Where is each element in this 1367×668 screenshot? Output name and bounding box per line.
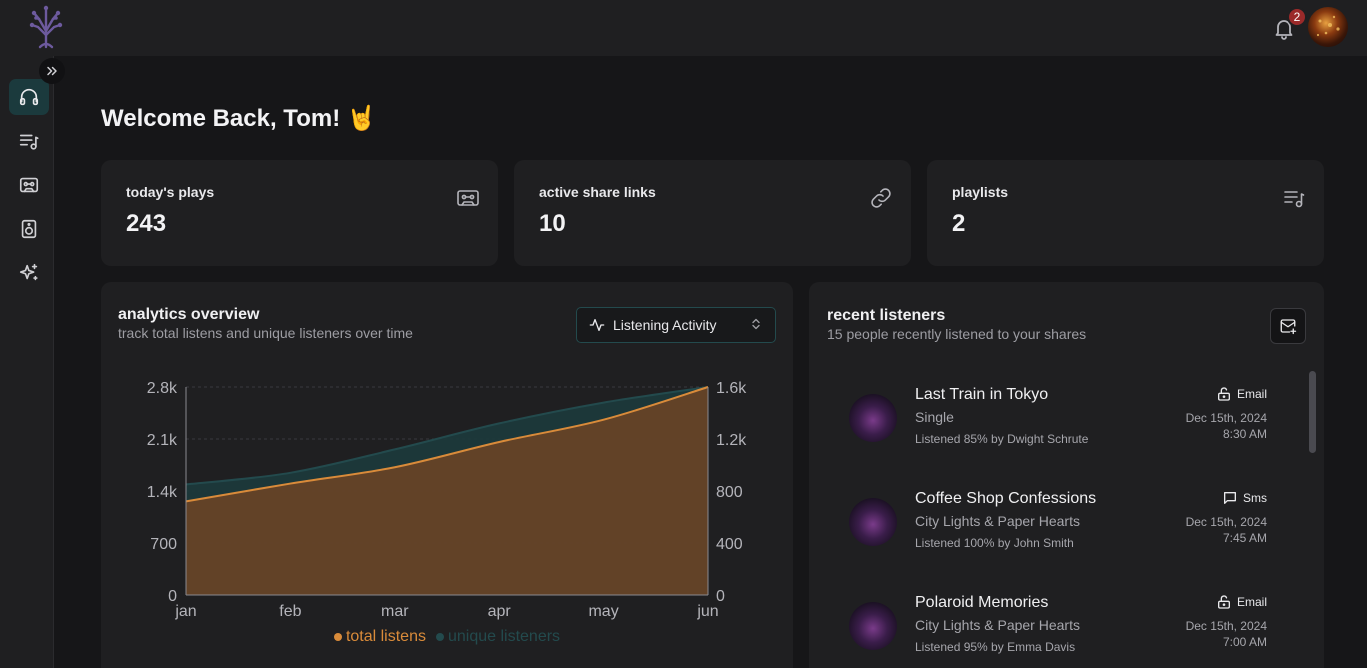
share-channel: Email (1216, 594, 1267, 610)
sidebar-item-listen[interactable] (9, 79, 49, 115)
share-channel: Sms (1222, 490, 1267, 506)
sidebar-item-sparkles[interactable] (9, 255, 49, 291)
mail-plus-icon (1280, 319, 1297, 335)
chevrons-right-icon (47, 66, 57, 76)
page-title: Welcome Back, Tom! 🤘 (101, 105, 377, 132)
stat-card-share-links: active share links 10 (514, 160, 911, 266)
chart-legend: total listens unique listeners (101, 628, 793, 646)
stat-card-plays: today's plays 243 (101, 160, 498, 266)
album-art (849, 602, 897, 650)
stat-value: 243 (126, 210, 167, 237)
track-title: Polaroid Memories (915, 594, 1049, 611)
activity-icon (589, 319, 605, 331)
cassette-icon (456, 186, 480, 210)
x-tick-label: jun (696, 603, 718, 620)
stat-label: playlists (952, 184, 1009, 200)
y-tick-label-left: 0 (168, 588, 177, 605)
y-tick-label-left: 700 (150, 536, 177, 553)
listeners-scrollbar[interactable] (1306, 368, 1320, 668)
stat-card-playlists: playlists 2 (927, 160, 1324, 266)
share-channel: Email (1216, 386, 1267, 402)
playlist-icon (1282, 186, 1306, 210)
total-listens-line (185, 386, 709, 503)
playlist-icon (19, 134, 39, 150)
album-art (849, 498, 897, 546)
unique-listeners-line (185, 386, 709, 486)
stat-label: active share links (539, 184, 656, 200)
recent-listeners-panel: recent listeners 15 people recently list… (809, 282, 1324, 668)
y-tick-label-right: 1.2k (716, 432, 747, 449)
top-bar (0, 0, 1367, 56)
listener-row[interactable]: Coffee Shop Confessions City Lights & Pa… (831, 490, 1291, 590)
stat-label: today's plays (126, 184, 215, 200)
track-subtitle: Single (915, 409, 954, 425)
x-tick-label: jan (174, 603, 196, 620)
sidebar-item-playlists[interactable] (9, 123, 49, 159)
y-tick-label-left: 1.4k (147, 484, 178, 501)
panel-subtitle: 15 people recently listened to your shar… (827, 326, 1087, 342)
sidebar (0, 56, 54, 668)
chevrons-up-down-icon (751, 317, 761, 333)
listen-meta: Listened 100% by John Smith (915, 536, 1074, 550)
listen-meta: Listened 95% by Emma Davis (915, 640, 1076, 654)
y-tick-label-right: 400 (716, 536, 743, 553)
link-icon (869, 186, 893, 210)
y-tick-label-left: 2.1k (147, 432, 178, 449)
invite-email-button[interactable] (1270, 308, 1306, 344)
x-tick-label: mar (381, 603, 409, 620)
total-listens-area (186, 387, 708, 595)
panel-title: analytics overview (118, 306, 260, 323)
avatar[interactable] (1308, 7, 1348, 47)
track-subtitle: City Lights & Paper Hearts (915, 617, 1080, 633)
album-art (849, 394, 897, 442)
track-title: Last Train in Tokyo (915, 386, 1049, 403)
y-tick-label-left: 2.8k (147, 380, 178, 397)
listener-row[interactable]: Polaroid Memories City Lights & Paper He… (831, 594, 1291, 668)
stat-value: 10 (539, 210, 566, 237)
chart-metric-select[interactable]: Listening Activity (576, 307, 776, 343)
panel-subtitle: track total listens and unique listeners… (118, 325, 413, 341)
sparkles-icon (19, 263, 38, 281)
y-tick-label-right: 1.6k (716, 380, 747, 397)
x-tick-label: may (588, 603, 618, 620)
listening-chart: 0 700 1.4k 2.1k 2.8k 0 400 800 1.2k 1.6k jan feb mar… (147, 380, 747, 620)
sidebar-item-cassette[interactable] (9, 167, 49, 203)
cassette-icon (19, 177, 39, 193)
expand-sidebar-button[interactable] (39, 58, 65, 84)
listen-date: Dec 15th, 2024 8:30 AM (1185, 411, 1267, 441)
select-label: Listening Activity (613, 317, 717, 333)
listen-date: Dec 15th, 2024 7:00 AM (1185, 619, 1267, 649)
chat-icon (1224, 492, 1236, 504)
listen-meta: Listened 85% by Dwight Schrute (915, 432, 1089, 446)
y-tick-label-right: 0 (716, 588, 725, 605)
track-subtitle: City Lights & Paper Hearts (915, 513, 1080, 529)
legend-unique-listeners[interactable]: unique listeners (435, 628, 560, 646)
legend-total-listens[interactable]: total listens (333, 628, 426, 646)
speaker-icon (21, 219, 37, 239)
lock-open-icon (1217, 387, 1230, 401)
sidebar-item-speaker[interactable] (9, 211, 49, 247)
panel-title: recent listeners (827, 307, 946, 324)
scrollbar-thumb[interactable] (1309, 371, 1316, 453)
notification-badge: 2 (1287, 7, 1307, 27)
x-tick-label: apr (488, 603, 512, 620)
listen-date: Dec 15th, 2024 7:45 AM (1185, 515, 1267, 545)
bell-icon[interactable] (1272, 16, 1296, 40)
y-tick-label-right: 800 (716, 484, 743, 501)
track-title: Coffee Shop Confessions (915, 490, 1097, 507)
stat-value: 2 (952, 210, 966, 237)
analytics-panel: analytics overview track total listens a… (101, 282, 793, 668)
lock-open-icon (1217, 595, 1230, 609)
x-tick-label: feb (279, 603, 301, 620)
listener-row[interactable]: Last Train in Tokyo Single Listened 85% … (831, 386, 1291, 486)
tree-logo-icon[interactable] (26, 5, 66, 49)
headphones-icon (19, 88, 39, 106)
